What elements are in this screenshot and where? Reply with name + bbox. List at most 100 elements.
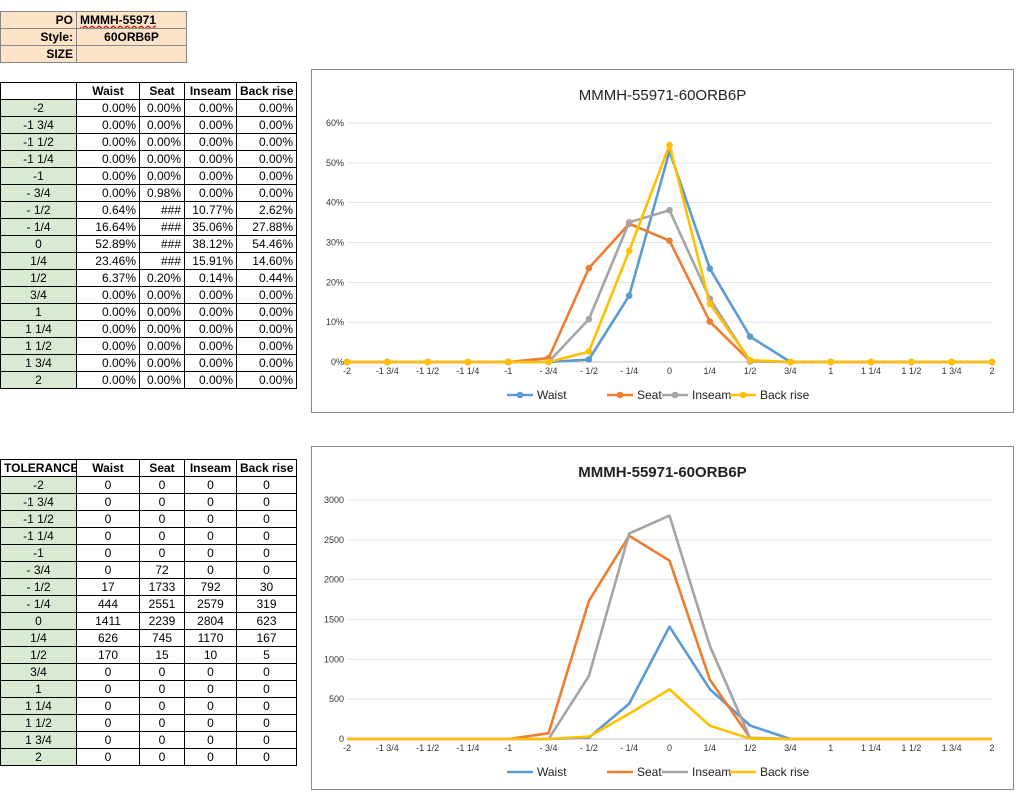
table-cell[interactable]: 0.00% (184, 320, 237, 338)
table-cell[interactable]: 319 (236, 595, 297, 613)
table-cell[interactable]: 0.00% (236, 303, 297, 321)
table-cell[interactable]: ### (139, 218, 185, 236)
table-cell[interactable]: 0 (76, 476, 140, 494)
table-cell[interactable]: 0.00% (236, 184, 297, 202)
table-cell[interactable]: 170 (76, 646, 140, 664)
table-cell[interactable]: 0 (76, 561, 140, 579)
table-cell[interactable]: 0.44% (236, 269, 297, 287)
table-cell[interactable]: 0.00% (139, 150, 185, 168)
table-cell[interactable]: 0.64% (76, 201, 140, 219)
table-cell[interactable]: 0 (236, 663, 297, 681)
table-cell[interactable]: 0 (139, 680, 185, 698)
table-cell[interactable]: 0.00% (139, 133, 185, 151)
table-cell[interactable]: 35.06% (184, 218, 237, 236)
table-cell[interactable]: 444 (76, 595, 140, 613)
table-cell[interactable]: 0.00% (76, 371, 140, 389)
table-cell[interactable]: 0 (184, 714, 237, 732)
table-cell[interactable]: 0 (236, 544, 297, 562)
table-cell[interactable]: 16.64% (76, 218, 140, 236)
table-cell[interactable]: 10 (184, 646, 237, 664)
table-cell[interactable]: 0.00% (236, 286, 297, 304)
table-cell[interactable]: 0 (236, 748, 297, 766)
table-cell[interactable]: 0.00% (184, 167, 237, 185)
table-cell[interactable]: 0 (139, 527, 185, 545)
table-cell[interactable]: 30 (236, 578, 297, 596)
table-cell[interactable]: 0 (76, 731, 140, 749)
table-cell[interactable]: 0 (139, 748, 185, 766)
table-cell[interactable]: 167 (236, 629, 297, 647)
table-cell[interactable]: 792 (184, 578, 237, 596)
table-cell[interactable]: 0.00% (76, 99, 140, 117)
table-cell[interactable]: 0.00% (76, 167, 140, 185)
po-value[interactable]: MMMH-55971 (76, 11, 187, 29)
table-cell[interactable]: 0.00% (236, 337, 297, 355)
table-cell[interactable]: 1170 (184, 629, 237, 647)
table-cell[interactable]: 0 (139, 697, 185, 715)
table-cell[interactable]: 0.00% (236, 133, 297, 151)
table-cell[interactable]: 0 (184, 527, 237, 545)
table-cell[interactable]: 0.00% (139, 371, 185, 389)
table-cell[interactable]: 0.00% (236, 371, 297, 389)
table-cell[interactable]: 0 (139, 731, 185, 749)
table-cell[interactable]: 0.00% (76, 133, 140, 151)
table-cell[interactable]: 0.00% (184, 337, 237, 355)
style-value[interactable]: 60ORB6P (76, 28, 187, 46)
table-cell[interactable]: 0.00% (184, 184, 237, 202)
table-cell[interactable]: 0.00% (76, 303, 140, 321)
table-cell[interactable]: 0.00% (139, 354, 185, 372)
table-cell[interactable]: 0 (236, 527, 297, 545)
table-cell[interactable]: 15.91% (184, 252, 237, 270)
table-cell[interactable]: 0.00% (184, 286, 237, 304)
table-cell[interactable]: 0.00% (236, 320, 297, 338)
table-cell[interactable]: 0 (236, 561, 297, 579)
table-cell[interactable]: 0.00% (139, 303, 185, 321)
table-cell[interactable]: 745 (139, 629, 185, 647)
table-cell[interactable]: 0.00% (184, 371, 237, 389)
table-cell[interactable]: 0 (184, 561, 237, 579)
table-cell[interactable]: 0 (184, 748, 237, 766)
table-cell[interactable]: 0.00% (139, 320, 185, 338)
table-cell[interactable]: 0 (76, 544, 140, 562)
table-cell[interactable]: 0 (184, 731, 237, 749)
table-cell[interactable]: 0.00% (76, 337, 140, 355)
table-cell[interactable]: 6.37% (76, 269, 140, 287)
table-cell[interactable]: 10.77% (184, 201, 237, 219)
table-cell[interactable]: 72 (139, 561, 185, 579)
table-cell[interactable]: 0 (236, 731, 297, 749)
size-value[interactable] (76, 45, 187, 63)
table-cell[interactable]: 0 (236, 510, 297, 528)
table-cell[interactable]: 0.00% (139, 286, 185, 304)
table-cell[interactable]: 2579 (184, 595, 237, 613)
table-cell[interactable]: 38.12% (184, 235, 237, 253)
table-cell[interactable]: 0 (139, 510, 185, 528)
table-cell[interactable]: 54.46% (236, 235, 297, 253)
table-cell[interactable]: 0.00% (184, 133, 237, 151)
table-cell[interactable]: 0 (139, 476, 185, 494)
table-cell[interactable]: 0 (236, 493, 297, 511)
table-cell[interactable]: 623 (236, 612, 297, 630)
table-cell[interactable]: ### (139, 252, 185, 270)
table-cell[interactable]: 0.00% (236, 99, 297, 117)
table-cell[interactable]: 0.00% (76, 116, 140, 134)
table-cell[interactable]: 0.00% (76, 320, 140, 338)
table-cell[interactable]: 0 (139, 663, 185, 681)
table-cell[interactable]: 0.00% (236, 167, 297, 185)
table-cell[interactable]: 0.20% (139, 269, 185, 287)
table-cell[interactable]: 0 (76, 493, 140, 511)
table-cell[interactable]: 0.14% (184, 269, 237, 287)
table-cell[interactable]: 0.00% (139, 99, 185, 117)
table-cell[interactable]: 52.89% (76, 235, 140, 253)
table-cell[interactable]: 5 (236, 646, 297, 664)
table-cell[interactable]: 0 (76, 510, 140, 528)
table-cell[interactable]: 0.00% (184, 354, 237, 372)
table-cell[interactable]: 15 (139, 646, 185, 664)
table-cell[interactable]: 0.00% (184, 150, 237, 168)
table-cell[interactable]: 0.98% (139, 184, 185, 202)
table-cell[interactable]: 1411 (76, 612, 140, 630)
table-cell[interactable]: 0 (236, 680, 297, 698)
table-cell[interactable]: 0 (139, 544, 185, 562)
table-cell[interactable]: 0 (139, 714, 185, 732)
table-cell[interactable]: 626 (76, 629, 140, 647)
table-cell[interactable]: 0.00% (184, 303, 237, 321)
table-cell[interactable]: 0.00% (76, 354, 140, 372)
